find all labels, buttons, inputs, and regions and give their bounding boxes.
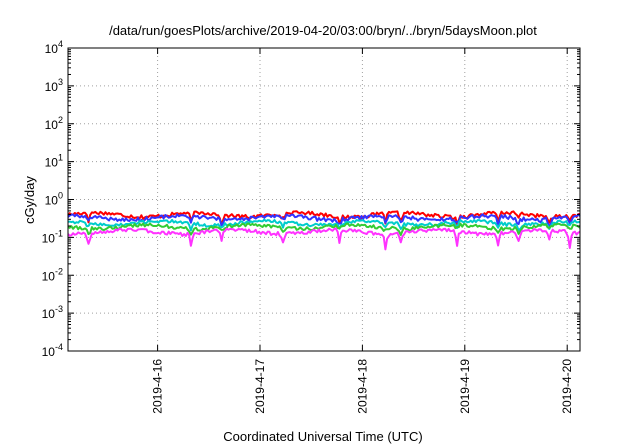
series-line-4 bbox=[67, 222, 581, 236]
x-tick-label: 2019-4-17 bbox=[253, 359, 267, 414]
x-tick-label: 2019-4-19 bbox=[458, 359, 472, 414]
y-axis: 10-4 10-3 10-2 10-1 100 101 102 103 104 bbox=[42, 39, 580, 359]
x-axis-title: Coordinated Universal Time (UTC) bbox=[223, 429, 422, 444]
y-tick-label: 10-3 bbox=[42, 304, 63, 321]
y-axis-title: cGy/day bbox=[22, 176, 37, 224]
grid bbox=[68, 48, 580, 351]
x-tick-label: 2019-4-18 bbox=[355, 359, 369, 414]
series-group bbox=[67, 210, 581, 251]
series-line-1 bbox=[67, 210, 580, 226]
series-line-2 bbox=[67, 213, 581, 228]
x-axis: 2019-4-16 2019-4-17 2019-4-18 2019-4-19 2019… bbox=[151, 48, 574, 414]
y-tick-label: 104 bbox=[45, 39, 63, 56]
series-line-3 bbox=[67, 218, 581, 232]
y-tick-label: 100 bbox=[45, 191, 63, 208]
x-tick-label: 2019-4-16 bbox=[151, 359, 165, 414]
y-tick-label: 10-1 bbox=[42, 228, 63, 245]
x-tick-label: 2019-4-20 bbox=[560, 359, 574, 414]
series-line-5 bbox=[67, 227, 581, 251]
y-tick-label: 10-2 bbox=[42, 266, 63, 283]
y-tick-label: 103 bbox=[45, 77, 63, 94]
y-tick-label: 10-4 bbox=[42, 342, 63, 359]
chart-title: /data/run/goesPlots/archive/2019-04-20/0… bbox=[109, 23, 537, 38]
y-tick-label: 101 bbox=[45, 153, 63, 170]
y-tick-label: 102 bbox=[45, 115, 63, 132]
